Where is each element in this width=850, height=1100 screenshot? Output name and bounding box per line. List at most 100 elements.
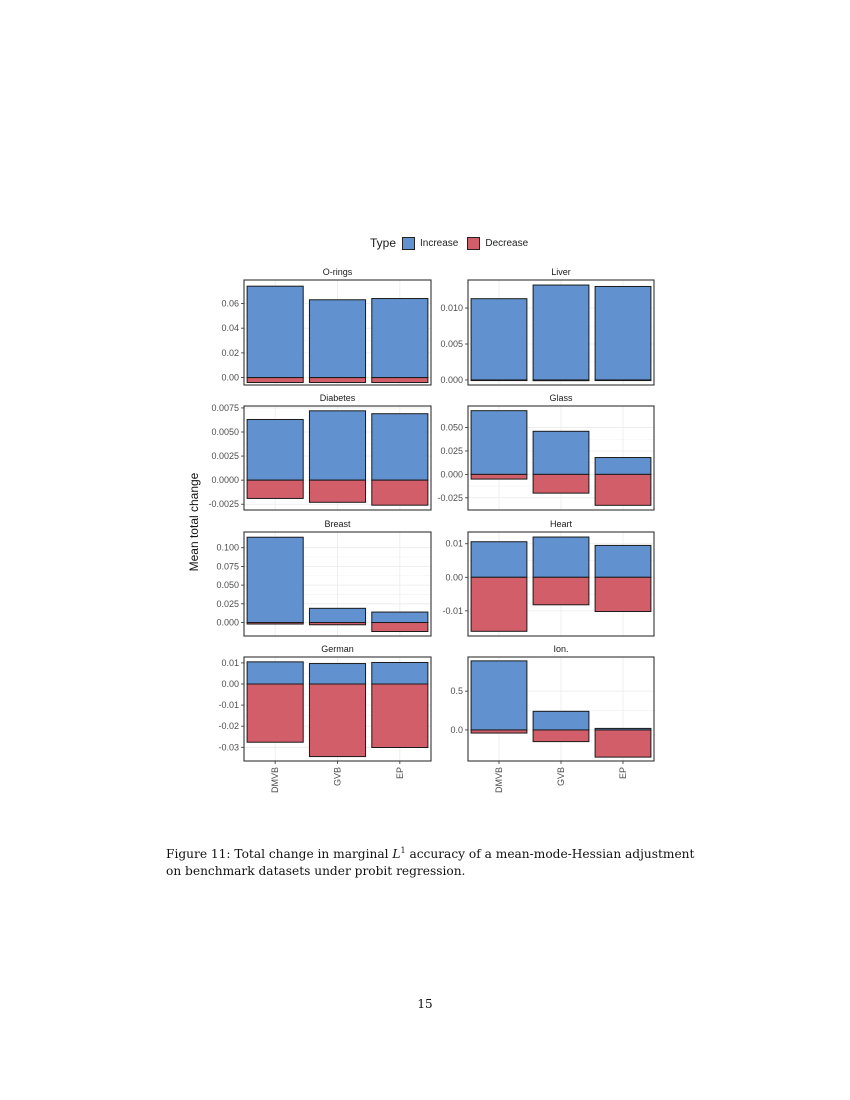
facet-title: German [321,644,354,654]
caption-suffix: accuracy of a mean-mode-Hessian adjustme… [166,847,695,879]
x-tick-label: EP [618,767,628,779]
y-tick-label: -0.01 [442,606,463,616]
y-tick-label: 0.00 [445,572,463,582]
figure-caption: Figure 11: Total change in marginal L1 a… [166,842,696,880]
bar-increase-gvb [308,410,367,481]
y-tick-label: -0.025 [437,493,463,503]
y-tick-label: 0.02 [221,348,239,358]
facet-title: Glass [549,393,573,403]
y-tick-label: -0.03 [218,742,239,752]
caption-superscript: 1 [400,846,406,855]
bar-increase-gvb [532,284,590,381]
panel-border [467,531,655,637]
bar-decrease-ep [594,473,652,506]
panel-border [243,531,432,637]
bar-increase-gvb [532,430,590,475]
y-tick-label: 0.0000 [211,475,239,485]
bar-decrease-ep [371,683,429,748]
facet-heart: Heart -0.01 0.00 0.01 [442,519,655,637]
y-tick-label: 0.06 [221,298,239,308]
y-tick-label: 0.5 [450,686,463,696]
bar-decrease-ep [371,377,429,384]
facet-liver: Liver 0.000 0.005 0.010 [440,267,655,386]
panel-border [243,279,432,386]
bar-decrease-gvb [532,473,590,494]
x-tick-label: GVB [333,767,343,786]
y-tick-label: 0.100 [216,543,239,553]
bar-decrease-gvb [532,576,590,606]
bar-decrease-dmvb [246,479,304,499]
bar-increase-dmvb [470,298,528,381]
facet-title: O-rings [323,267,353,277]
y-tick-label: 0.000 [440,469,463,479]
facet-diabetes: Diabetes -0.0025 0.0000 0.0025 0.0050 0.0075 [208,393,432,511]
bar-increase-gvb [532,710,590,731]
bar-decrease-ep [371,479,429,506]
bar-decrease-gvb [308,479,367,503]
caption-math: L [392,847,401,862]
facet-title: Ion. [553,644,568,654]
bar-decrease-ep [594,379,652,382]
x-tick-label: DMVB [270,767,280,793]
bar-decrease-gvb [308,683,367,758]
y-tick-label: 0.000 [440,375,463,385]
facet-title: Liver [551,267,571,277]
legend-key-decrease [467,236,481,250]
y-tick-label: 0.00 [221,679,239,689]
y-tick-label: 0.025 [440,446,463,456]
facet-german: German -0.03 -0.02 -0.01 0.00 0.01 DMVB GVB EP [218,644,432,793]
bar-increase-gvb [308,663,367,685]
y-tick-label: 0.0075 [211,403,239,413]
panel-border [243,405,432,511]
y-tick-label: 0.025 [216,599,239,609]
y-tick-label: 0.050 [216,580,239,590]
bar-increase-ep [594,544,652,578]
facet-orings: O-rings 0.00 0.02 0.04 0.06 [221,267,432,386]
y-tick-label: 0.000 [216,618,239,628]
bar-decrease-ep [594,729,652,758]
y-tick-label: 0.04 [221,323,239,333]
legend: Type Increase Decrease [370,236,537,250]
y-tick-label: -0.01 [218,700,239,710]
facet-title: Diabetes [320,393,356,403]
y-tick-label: 0.00 [221,373,239,383]
y-tick-label: 0.0 [450,725,463,735]
y-tick-label: 0.010 [440,303,463,313]
bar-decrease-dmvb [246,683,304,743]
y-tick-label: 0.0050 [211,427,239,437]
y-tick-label: 0.01 [445,539,463,549]
panel-border [467,279,655,386]
bar-increase-dmvb [246,661,304,685]
y-tick-label: -0.02 [218,721,239,731]
legend-key-increase [402,236,416,250]
bar-increase-dmvb [246,536,304,624]
y-tick-label: -0.0025 [208,499,239,509]
y-tick-label: 0.0025 [211,451,239,461]
bar-increase-dmvb [470,660,528,731]
x-tick-label: EP [395,767,405,779]
bar-increase-ep [371,661,429,685]
bar-decrease-ep [371,622,429,633]
bar-decrease-dmvb [470,729,528,734]
bar-increase-dmvb [470,410,528,475]
legend-title: Type [370,236,397,250]
legend-label-decrease: Decrease [485,237,529,249]
facet-glass: Glass -0.025 0.000 0.025 0.050 [437,393,655,511]
facet-title: Heart [550,519,573,529]
bar-increase-gvb [532,536,590,578]
x-tick-label: GVB [556,767,566,786]
bar-increase-ep [594,285,652,381]
y-tick-label: 0.005 [440,339,463,349]
bar-increase-ep [371,413,429,481]
bar-decrease-gvb [532,729,590,743]
bar-increase-dmvb [246,418,304,481]
bar-decrease-gvb [308,377,367,384]
figure-11: Type Increase Decrease Mean total change… [187,236,655,793]
bar-increase-ep [371,298,429,379]
bar-decrease-dmvb [246,622,304,625]
facet-grid: O-rings 0.00 0.02 0.04 0.06 Liver 0.000 0.005 0.… [208,267,655,793]
legend-label-increase: Increase [420,237,459,249]
bar-decrease-gvb [532,379,590,382]
facet-breast: Breast 0.000 0.025 0.050 0.075 0.100 [216,519,432,637]
